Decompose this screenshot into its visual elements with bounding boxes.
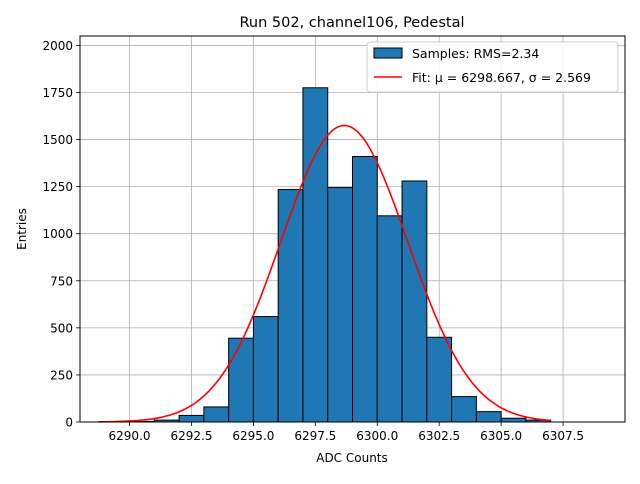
histogram-bar	[451, 396, 477, 423]
y-tick-label: 2000	[42, 39, 73, 53]
histogram-bar	[252, 316, 279, 423]
histogram-bar	[277, 188, 304, 423]
x-tick-label: 6297.5	[294, 429, 336, 443]
x-tick-label: 6307.5	[542, 429, 584, 443]
histogram-bar	[376, 215, 403, 423]
chart-title: Run 502, channel106, Pedestal	[239, 15, 464, 31]
histogram-bar	[228, 337, 254, 423]
histogram-bar	[475, 411, 502, 423]
y-tick-label: 250	[50, 368, 73, 382]
y-tick-label: 1250	[42, 180, 73, 194]
histogram-bar	[327, 187, 353, 423]
x-tick-label: 6292.5	[170, 429, 212, 443]
histogram-bar	[178, 414, 205, 423]
histogram-bar	[500, 417, 527, 423]
legend-label-fit: Fit: μ = 6298.667, σ = 2.569	[412, 70, 591, 85]
legend-patch-samples	[373, 47, 403, 59]
y-tick-label: 1750	[42, 86, 73, 100]
plot-frame	[79, 35, 626, 423]
legend-box	[366, 41, 619, 93]
histogram-bars	[129, 87, 552, 423]
x-tick-label: 6302.5	[418, 429, 460, 443]
histogram-bar	[302, 87, 329, 423]
y-tick-label: 1500	[42, 133, 73, 147]
y-tick-label: 500	[50, 321, 73, 335]
x-axis-label: ADC Counts	[316, 451, 388, 465]
x-tick-label: 6290.0	[109, 429, 151, 443]
y-tick-label: 750	[50, 274, 73, 288]
legend: Samples: RMS=2.34 Fit: μ = 6298.667, σ =…	[366, 41, 619, 93]
histogram-bar	[401, 180, 428, 423]
fit-curve-layer	[98, 124, 551, 423]
fit-curve	[98, 124, 551, 423]
y-tick-label: 1000	[42, 227, 73, 241]
legend-label-samples: Samples: RMS=2.34	[412, 46, 539, 61]
histogram-bar	[352, 156, 378, 423]
y-axis-label: Entries	[15, 208, 29, 250]
histogram-bar	[426, 336, 453, 423]
y-tick-label: 0	[65, 416, 73, 430]
x-tick-label: 6305.0	[480, 429, 522, 443]
x-tick-label: 6300.0	[356, 429, 398, 443]
histogram-bar	[203, 406, 230, 423]
x-tick-label: 6295.0	[232, 429, 274, 443]
axis-ticks: 6290.0 6292.5 6295.0 6297.5 6300.0 6302.5 6305…	[42, 39, 584, 443]
